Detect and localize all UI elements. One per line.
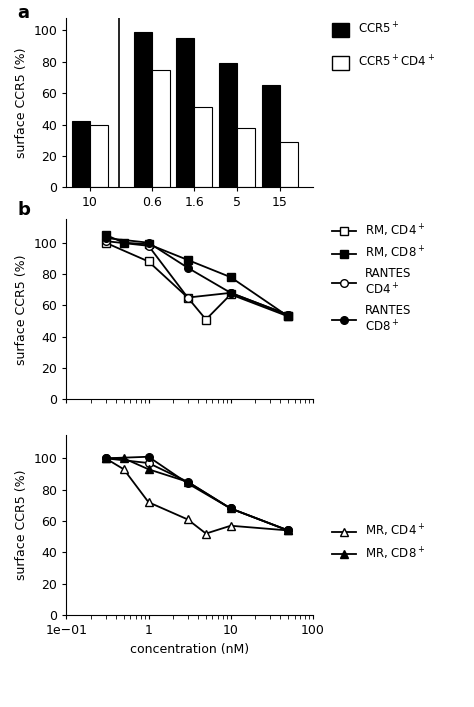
MR, CD8$^+$ — [228, 504, 234, 513]
Bar — [194, 107, 212, 187]
Bar — [90, 124, 108, 187]
MR, CD8$^+$ — [146, 465, 151, 474]
MR, CD8$^+$ — [185, 478, 191, 486]
RM, CD8$^+$ — [103, 230, 109, 239]
MR, CD4$^+$ — [121, 465, 127, 474]
RM, CD4$^+$ — [103, 238, 109, 247]
MR, CD4$^+$ — [203, 530, 209, 538]
RM, CD8$^+$ — [285, 312, 291, 320]
MR, CD4$^+$ — [146, 498, 151, 506]
Bar — [262, 86, 280, 187]
Text: R (nM): R (nM) — [169, 235, 210, 248]
RANTES
CD8$^+$ — [228, 288, 234, 297]
RM, CD4$^+$ — [146, 257, 151, 266]
Y-axis label: surface CCR5 (%): surface CCR5 (%) — [15, 469, 28, 580]
Legend: CCR5$^+$, CCR5$^+$CD4$^+$: CCR5$^+$, CCR5$^+$CD4$^+$ — [331, 21, 437, 71]
Bar — [280, 142, 298, 187]
Text: RM (nM): RM (nM) — [225, 235, 277, 248]
Bar — [176, 38, 194, 187]
RANTES
CD4$^+$ — [285, 310, 291, 319]
Line: RANTES
CD8$^+$: RANTES CD8$^+$ — [102, 234, 292, 319]
RANTES
CD4$^+$ — [185, 293, 191, 302]
RM, CD4$^+$ — [228, 290, 234, 298]
RANTES
CD4$^+$ — [146, 242, 151, 250]
Line: RM, CD4$^+$: RM, CD4$^+$ — [102, 239, 292, 323]
RM, CD4$^+$ — [203, 315, 209, 324]
MR, CD4$^+$ — [228, 522, 234, 530]
Bar — [237, 128, 255, 187]
Bar — [72, 122, 90, 187]
Bar — [219, 63, 237, 187]
X-axis label: concentration (nM): concentration (nM) — [130, 643, 249, 655]
Legend: MR, CD4$^+$, MR, CD8$^+$: MR, CD4$^+$, MR, CD8$^+$ — [331, 522, 427, 563]
RANTES
CD4$^+$ — [103, 237, 109, 245]
Line: RM, CD8$^+$: RM, CD8$^+$ — [102, 231, 292, 320]
Y-axis label: surface CCR5 (%): surface CCR5 (%) — [15, 254, 28, 365]
RANTES
CD8$^+$ — [146, 238, 151, 247]
MR, CD8$^+$ — [103, 454, 109, 462]
RANTES
CD8$^+$ — [285, 310, 291, 319]
RANTES
CD4$^+$ — [228, 288, 234, 297]
RANTES
CD8$^+$ — [185, 264, 191, 272]
Line: RANTES
CD4$^+$: RANTES CD4$^+$ — [102, 238, 292, 319]
Bar — [134, 32, 152, 187]
RM, CD4$^+$ — [185, 293, 191, 302]
Text: b: b — [17, 201, 30, 219]
Legend: RM, CD4$^+$, RM, CD8$^+$, RANTES
CD4$^+$, RANTES
CD8$^+$: RM, CD4$^+$, RM, CD8$^+$, RANTES CD4$^+$… — [331, 221, 427, 336]
RM, CD4$^+$ — [285, 312, 291, 320]
MR, CD4$^+$ — [103, 454, 109, 462]
MR, CD8$^+$ — [121, 454, 127, 462]
RANTES
CD8$^+$ — [103, 234, 109, 243]
MR, CD4$^+$ — [185, 515, 191, 524]
RM, CD8$^+$ — [228, 273, 234, 281]
RM, CD8$^+$ — [121, 238, 127, 247]
RM, CD8$^+$ — [185, 256, 191, 264]
Bar — [152, 69, 170, 187]
RM, CD8$^+$ — [146, 240, 151, 248]
Line: MR, CD8$^+$: MR, CD8$^+$ — [102, 455, 292, 534]
Line: MR, CD4$^+$: MR, CD4$^+$ — [102, 455, 292, 537]
Y-axis label: surface CCR5 (%): surface CCR5 (%) — [15, 47, 28, 158]
MR, CD4$^+$ — [285, 526, 291, 534]
Text: a: a — [17, 4, 29, 22]
MR, CD8$^+$ — [285, 526, 291, 534]
